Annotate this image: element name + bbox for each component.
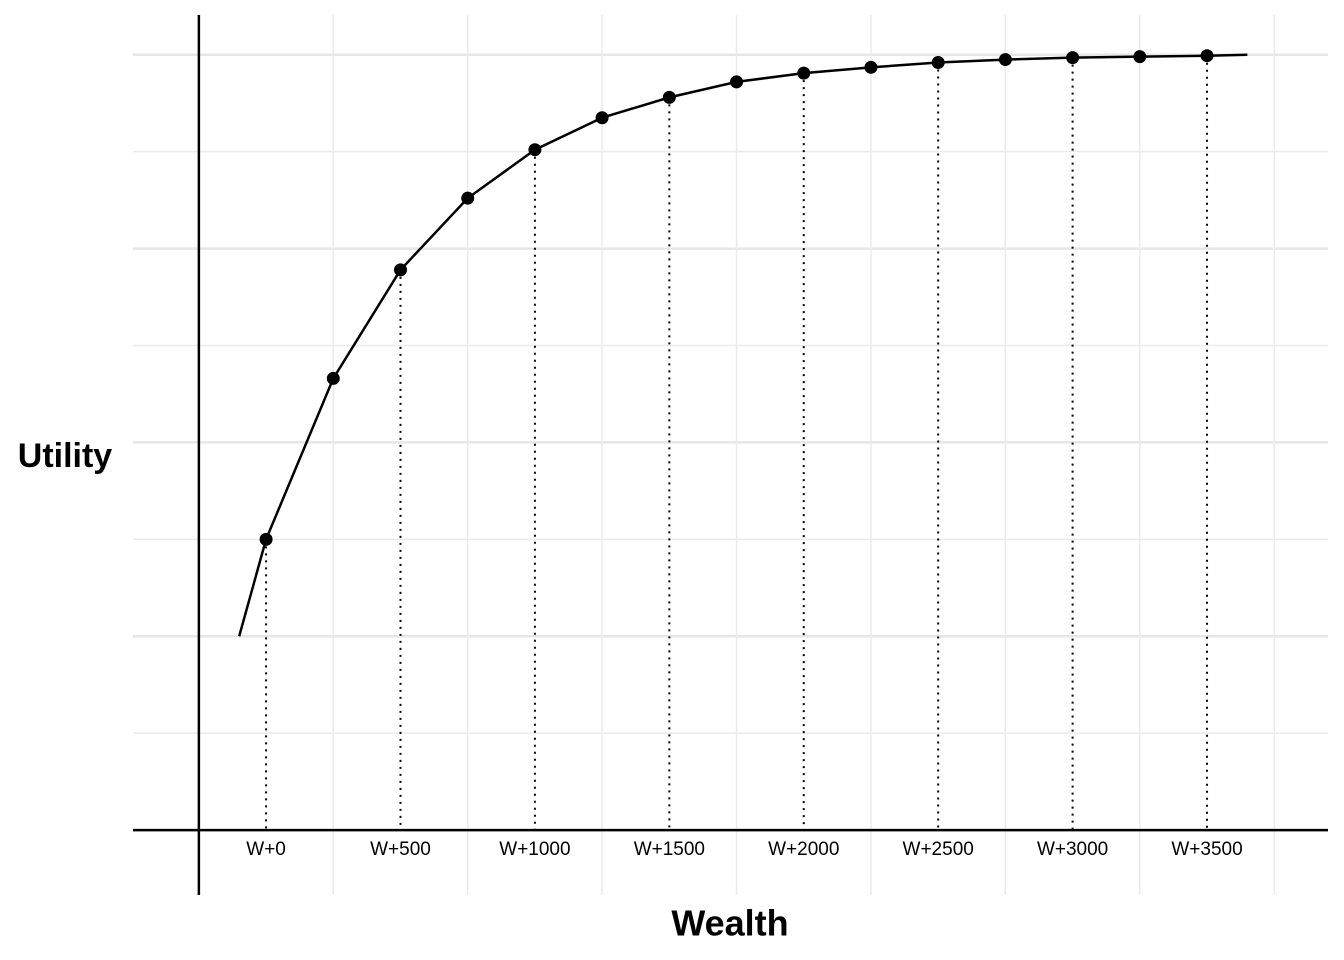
x-tick-label: W+3000 xyxy=(1037,839,1108,860)
data-point xyxy=(326,371,340,385)
x-tick-label: W+1000 xyxy=(499,839,570,860)
data-point xyxy=(1133,50,1147,64)
data-point xyxy=(998,53,1012,67)
data-point xyxy=(393,263,407,277)
x-tick-label: W+2500 xyxy=(903,839,974,860)
data-point xyxy=(662,90,676,104)
x-tick-label: W+500 xyxy=(370,839,431,860)
x-tick-label: W+0 xyxy=(246,839,286,860)
data-point xyxy=(931,55,945,69)
data-point xyxy=(595,111,609,125)
data-point xyxy=(1200,49,1214,63)
x-tick-label: W+1500 xyxy=(634,839,705,860)
data-point xyxy=(730,75,744,89)
data-point xyxy=(528,143,542,157)
x-axis-label: Wealth xyxy=(671,903,788,944)
data-point xyxy=(461,191,475,205)
data-point xyxy=(259,532,273,546)
data-point xyxy=(797,66,811,80)
x-tick-label: W+3500 xyxy=(1171,839,1242,860)
data-point xyxy=(1066,51,1080,65)
y-axis-label: Utility xyxy=(18,437,113,475)
data-point xyxy=(864,60,878,74)
x-tick-label: W+2000 xyxy=(768,839,839,860)
